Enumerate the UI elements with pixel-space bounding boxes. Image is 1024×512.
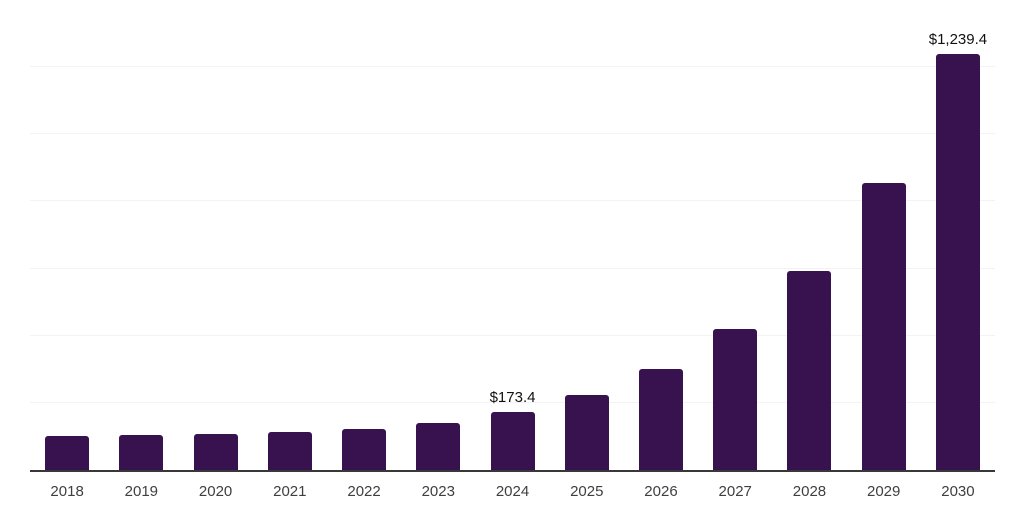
bar-2029[interactable] — [861, 182, 906, 470]
bar-2027[interactable] — [713, 329, 758, 470]
bar-2030[interactable]: $1,239.4 — [929, 31, 987, 470]
gridline-800 — [30, 200, 995, 202]
x-tick-2020: 2020 — [198, 483, 233, 500]
bar-slot-2026 — [624, 0, 698, 470]
bar-2025[interactable] — [564, 395, 609, 470]
bar-2026[interactable] — [638, 368, 683, 470]
bar-2022[interactable] — [342, 429, 387, 470]
bar-2018[interactable] — [45, 435, 90, 470]
gridline-1000 — [30, 133, 995, 135]
x-tick-2025: 2025 — [570, 483, 604, 500]
bar-slot-2029 — [847, 0, 921, 470]
bar-2023[interactable] — [416, 423, 461, 470]
gridline-600 — [30, 267, 995, 269]
x-tick-2019: 2019 — [124, 483, 159, 500]
plot-area: $173.4 $1,239.4 — [30, 0, 995, 472]
bar-2020[interactable] — [193, 433, 238, 470]
bar-slot-2024: $173.4 — [475, 0, 549, 470]
bars: $173.4 $1,239.4 — [30, 0, 995, 470]
x-tick-2023: 2023 — [421, 483, 455, 500]
bar-slot-2030: $1,239.4 — [921, 0, 995, 470]
x-tick-2018: 2018 — [50, 483, 84, 500]
gridline-400 — [30, 334, 995, 336]
x-tick-2026: 2026 — [644, 483, 678, 500]
bar-slot-2019 — [104, 0, 178, 470]
bar-2021[interactable] — [267, 432, 312, 470]
data-label-2030: $1,239.4 — [928, 30, 988, 48]
x-axis-labels: 2018 2019 2020 2021 2022 2023 2024 2025 2026 2027… — [30, 482, 995, 501]
x-tick-2029: 2029 — [867, 483, 901, 500]
bar-2019[interactable] — [119, 435, 164, 470]
bar-slot-2018 — [30, 0, 104, 470]
bar-2024[interactable]: $173.4 — [490, 389, 535, 470]
bar-slot-2027 — [698, 0, 772, 470]
bar-2028[interactable] — [787, 270, 832, 470]
data-label-2024: $173.4 — [489, 388, 536, 406]
bar-slot-2025 — [550, 0, 624, 470]
x-tick-2027: 2027 — [718, 483, 752, 500]
x-tick-2022: 2022 — [347, 483, 381, 500]
bar-slot-2022 — [327, 0, 401, 470]
bar-slot-2021 — [253, 0, 327, 470]
x-tick-2021: 2021 — [273, 483, 307, 500]
gridline-200 — [30, 401, 995, 403]
bar-slot-2028 — [772, 0, 846, 470]
x-tick-2028: 2028 — [792, 483, 827, 500]
x-tick-2024: 2024 — [495, 483, 530, 500]
bar-slot-2023 — [401, 0, 475, 470]
x-tick-2030: 2030 — [941, 483, 975, 500]
gridline-1200 — [30, 66, 995, 68]
bar-slot-2020 — [178, 0, 252, 470]
